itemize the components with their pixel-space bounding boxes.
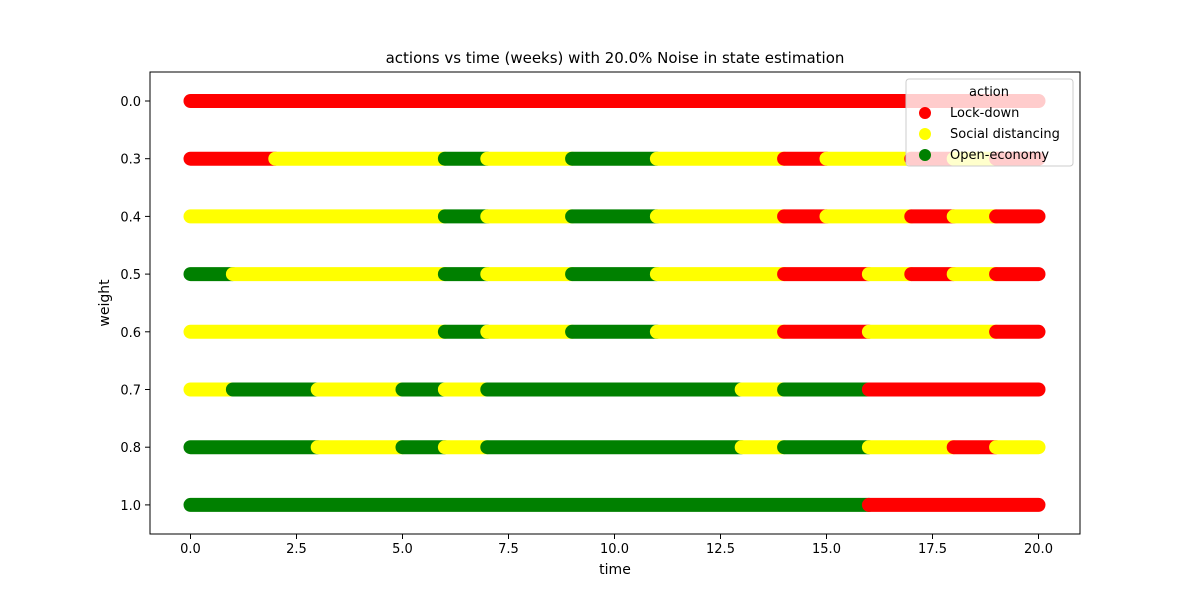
legend-label-lockdown: Lock-down	[950, 106, 1019, 121]
legend-marker-social	[919, 128, 931, 140]
legend-label-open: Open-economy	[950, 148, 1049, 163]
x-tick-label: 10.0	[600, 542, 629, 557]
legend-marker-lockdown	[919, 107, 931, 119]
y-tick-label: 0.3	[120, 153, 141, 168]
y-tick-label: 0.0	[120, 95, 141, 110]
y-tick-label: 1.0	[120, 499, 141, 514]
x-tick-label: 0.0	[180, 542, 201, 557]
x-tick-label: 20.0	[1024, 542, 1053, 557]
legend-title: action	[969, 85, 1009, 100]
y-tick-label: 0.4	[120, 210, 141, 225]
x-axis-ticks: 0.0 2.5 5.0 7.5 10.0 12.5 15.0 17.5 20.0	[180, 534, 1053, 557]
x-tick-label: 17.5	[918, 542, 947, 557]
x-tick-label: 15.0	[812, 542, 841, 557]
y-axis-ticks: 0.0 0.3 0.4 0.5 0.6 0.7 0.8 1.0	[120, 95, 150, 514]
x-tick-label: 7.5	[498, 542, 519, 557]
x-tick-label: 5.0	[392, 542, 413, 557]
y-tick-label: 0.8	[120, 441, 141, 456]
y-tick-label: 0.6	[120, 326, 141, 341]
y-axis-label: weight	[97, 279, 113, 327]
x-axis-label: time	[599, 562, 631, 578]
x-tick-label: 12.5	[706, 542, 735, 557]
legend-entries: Lock-down Social distancing Open-economy	[919, 106, 1060, 163]
legend-box	[905, 78, 1074, 167]
x-tick-label: 2.5	[286, 542, 307, 557]
y-tick-label: 0.7	[120, 384, 141, 399]
y-tick-label: 0.5	[120, 268, 141, 283]
legend-label-social: Social distancing	[950, 127, 1060, 142]
chart-title: actions vs time (weeks) with 20.0% Noise…	[386, 49, 845, 67]
legend: action Lock-down Social distancing Open-ec…	[905, 78, 1074, 167]
legend-marker-open	[919, 149, 931, 161]
